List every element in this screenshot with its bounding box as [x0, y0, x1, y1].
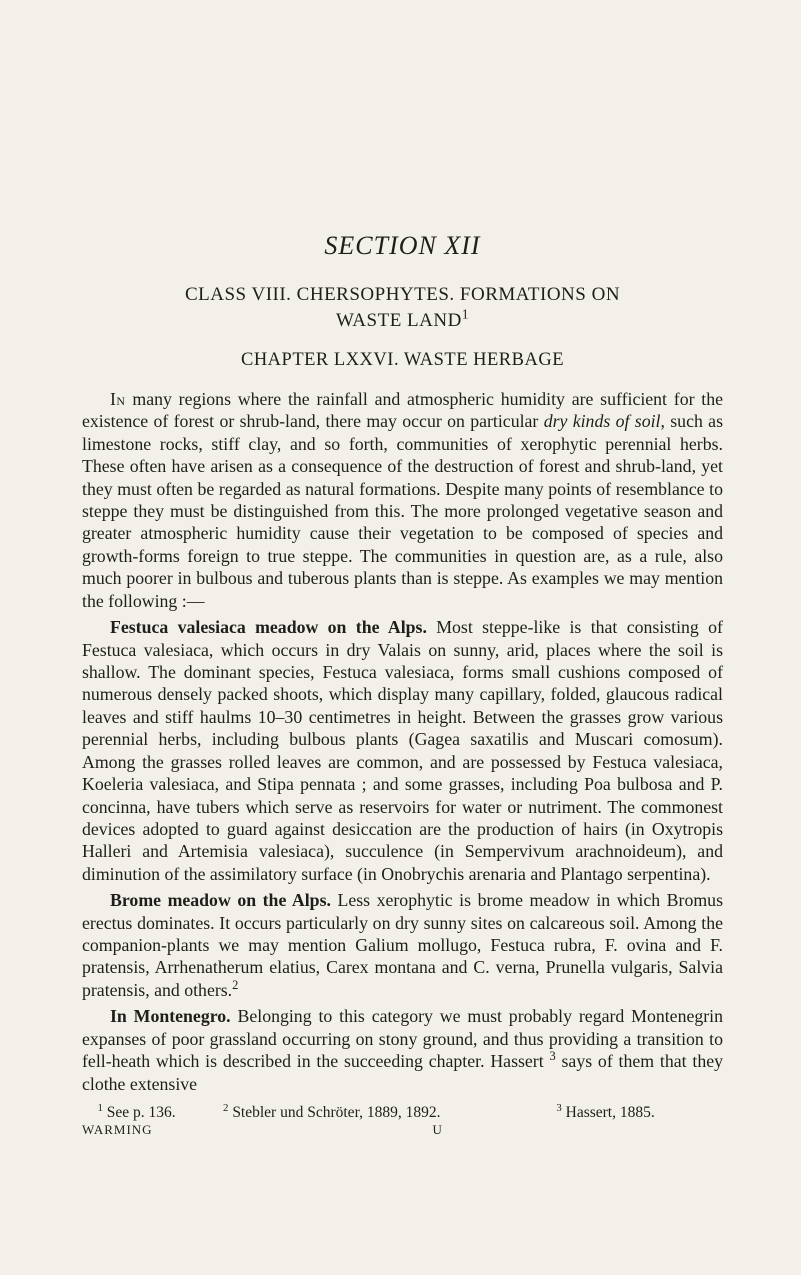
paragraph-2: Festuca valesiaca meadow on the Alps. Mo…: [82, 616, 723, 885]
p3-sup: 2: [232, 978, 238, 992]
p1-lead: In: [110, 389, 126, 409]
chapter-title: CHAPTER LXXVI. WASTE HERBAGE: [82, 349, 723, 372]
class-line-1: CLASS VIII. CHERSOPHYTES. FORMATIONS ON: [82, 283, 723, 307]
p3-heading: Brome meadow on the Alps.: [110, 890, 331, 910]
signature-mark: U: [403, 1122, 754, 1138]
footnote-2: 2 Stebler und Schröter, 1889, 1892.: [223, 1103, 556, 1122]
paragraph-4: In Montenegro. Belonging to this categor…: [82, 1005, 723, 1095]
p1-after: , such as limestone rocks, stiff clay, a…: [82, 411, 723, 610]
section-title: SECTION XII: [82, 230, 723, 263]
fn1-text: See p. 136.: [103, 1104, 176, 1121]
paragraph-3: Brome meadow on the Alps. Less xerophyti…: [82, 889, 723, 1001]
p2-body: Most steppe-like is that consisting of F…: [82, 617, 723, 884]
fn3-text: Hassert, 1885.: [562, 1104, 655, 1121]
paragraph-1: In many regions where the rainfall and a…: [82, 388, 723, 612]
footnotes: 1 See p. 136. 2 Stebler und Schröter, 18…: [82, 1103, 723, 1139]
footnote-warming-row: WARMING U: [82, 1122, 723, 1138]
footnote-row: 1 See p. 136. 2 Stebler und Schröter, 18…: [82, 1103, 723, 1122]
p1-italic: dry kinds of soil: [544, 411, 661, 431]
p2-heading: Festuca valesiaca meadow on the Alps.: [110, 617, 427, 637]
p4-heading: In Montenegro.: [110, 1006, 231, 1026]
class-line-2: WASTE LAND1: [82, 309, 723, 333]
footnote-3: 3 Hassert, 1885.: [556, 1103, 723, 1122]
fn2-text: Stebler und Schröter, 1889, 1892.: [228, 1104, 440, 1121]
class-line-2-sup: 1: [462, 306, 469, 321]
footnote-1: 1 See p. 136.: [82, 1103, 223, 1122]
warming-label: WARMING: [82, 1122, 403, 1138]
page: SECTION XII CLASS VIII. CHERSOPHYTES. FO…: [0, 0, 801, 1275]
class-line-2-text: WASTE LAND: [336, 310, 462, 331]
